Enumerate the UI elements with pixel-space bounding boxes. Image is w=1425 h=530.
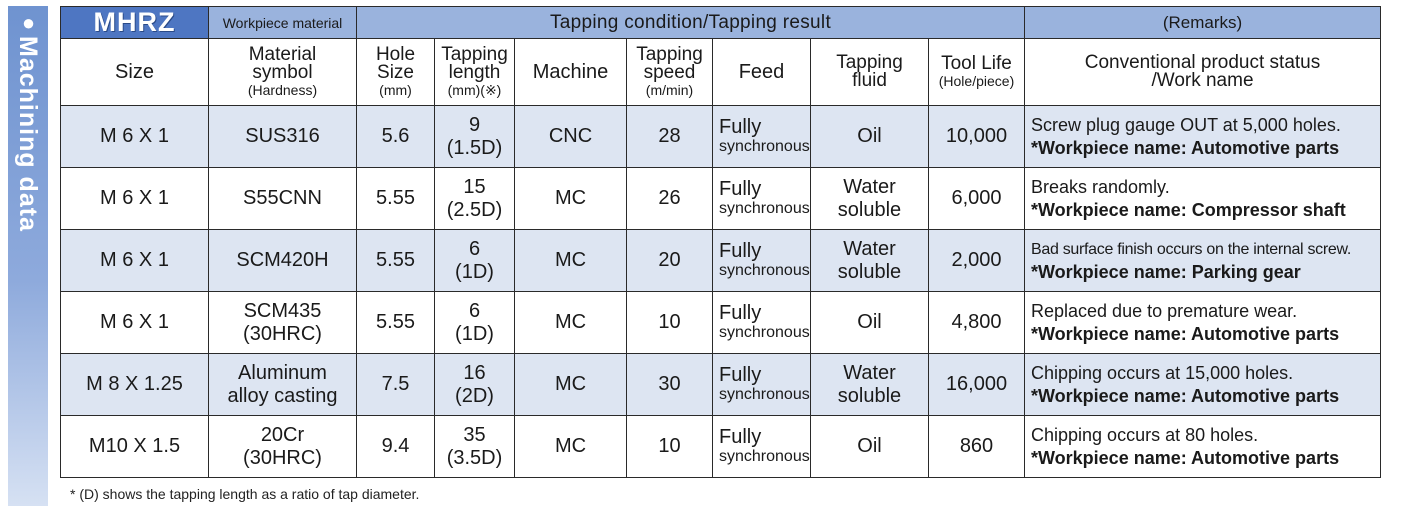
col-tapping-fluid: Tapping fluid bbox=[810, 38, 929, 106]
cell-life: 6,000 bbox=[928, 167, 1025, 230]
col-hole-size: Hole Size (mm) bbox=[356, 38, 435, 106]
cell-speed: 26 bbox=[626, 167, 713, 230]
cell-speed: 28 bbox=[626, 105, 713, 168]
cell-machine: MC bbox=[514, 353, 627, 416]
col-tapping-length: Tapping length (mm)(※) bbox=[434, 38, 515, 106]
cell-material: 20Cr (30HRC) bbox=[208, 415, 357, 478]
cell-size: M 6 X 1 bbox=[60, 291, 209, 354]
brand-title: MHRZ bbox=[60, 6, 209, 39]
table-row: M 6 X 1 S55CNN 5.55 15 (2.5D) MC 26 Fully… bbox=[60, 167, 1381, 230]
cell-length: 6 (1D) bbox=[434, 291, 515, 354]
header-band: MHRZ Workpiece material Tapping conditio… bbox=[60, 6, 1381, 39]
cell-feed: Fully synchronous bbox=[712, 291, 811, 354]
cell-fluid: Oil bbox=[810, 105, 929, 168]
col-machine: Machine bbox=[514, 38, 627, 106]
cell-speed: 20 bbox=[626, 229, 713, 292]
cell-remarks: Replaced due to premature wear. *Workpiec… bbox=[1024, 291, 1381, 354]
cell-fluid: Oil bbox=[810, 415, 929, 478]
table-row: M 6 X 1 SCM435 (30HRC) 5.55 6 (1D) MC 10 F… bbox=[60, 291, 1381, 354]
cell-material: SCM420H bbox=[208, 229, 357, 292]
col-size: Size bbox=[60, 38, 209, 106]
cell-machine: MC bbox=[514, 291, 627, 354]
cell-speed: 10 bbox=[626, 291, 713, 354]
cell-feed: Fully synchronous bbox=[712, 353, 811, 416]
cell-machine: MC bbox=[514, 167, 627, 230]
cell-feed: Fully synchronous bbox=[712, 105, 811, 168]
cell-length: 6 (1D) bbox=[434, 229, 515, 292]
cell-feed: Fully synchronous bbox=[712, 415, 811, 478]
cell-length: 15 (2.5D) bbox=[434, 167, 515, 230]
table-row: M10 X 1.5 20Cr (30HRC) 9.4 35 (3.5D) MC 10… bbox=[60, 415, 1381, 478]
cell-remarks: Screw plug gauge OUT at 5,000 holes. *Wor… bbox=[1024, 105, 1381, 168]
cell-speed: 30 bbox=[626, 353, 713, 416]
cell-feed: Fully synchronous bbox=[712, 167, 811, 230]
cell-hole: 5.55 bbox=[356, 229, 435, 292]
remarks-header: (Remarks) bbox=[1024, 6, 1381, 39]
cell-material: S55CNN bbox=[208, 167, 357, 230]
column-headers: Size Material symbol (Hardness) Hole Size … bbox=[60, 38, 1381, 106]
cell-size: M 8 X 1.25 bbox=[60, 353, 209, 416]
col-material-symbol: Material symbol (Hardness) bbox=[208, 38, 357, 106]
bullet-dot-icon: ● bbox=[16, 10, 41, 36]
cell-hole: 7.5 bbox=[356, 353, 435, 416]
cell-remarks: Bad surface finish occurs on the interna… bbox=[1024, 229, 1381, 292]
workpiece-material-header: Workpiece material bbox=[208, 6, 357, 39]
cell-life: 16,000 bbox=[928, 353, 1025, 416]
cell-material: SCM435 (30HRC) bbox=[208, 291, 357, 354]
cell-machine: MC bbox=[514, 229, 627, 292]
cell-life: 4,800 bbox=[928, 291, 1025, 354]
table-row: M 6 X 1 SCM420H 5.55 6 (1D) MC 20 Fully sy… bbox=[60, 229, 1381, 292]
cell-life: 10,000 bbox=[928, 105, 1025, 168]
cell-life: 2,000 bbox=[928, 229, 1025, 292]
cell-hole: 9.4 bbox=[356, 415, 435, 478]
footnote: * (D) shows the tapping length as a rati… bbox=[70, 486, 420, 502]
cell-fluid: Water soluble bbox=[810, 229, 929, 292]
cell-machine: CNC bbox=[514, 105, 627, 168]
machining-data-table: MHRZ Workpiece material Tapping conditio… bbox=[60, 6, 1381, 478]
col-tool-life: Tool Life (Hole/piece) bbox=[928, 38, 1025, 106]
cell-life: 860 bbox=[928, 415, 1025, 478]
cell-hole: 5.55 bbox=[356, 291, 435, 354]
table-row: M 6 X 1 SUS316 5.6 9 (1.5D) CNC 28 Fully s… bbox=[60, 105, 1381, 168]
cell-remarks: Breaks randomly. *Workpiece name: Compres… bbox=[1024, 167, 1381, 230]
cell-material: SUS316 bbox=[208, 105, 357, 168]
cell-length: 9 (1.5D) bbox=[434, 105, 515, 168]
cell-hole: 5.55 bbox=[356, 167, 435, 230]
cell-size: M 6 X 1 bbox=[60, 229, 209, 292]
cell-machine: MC bbox=[514, 415, 627, 478]
cell-material: Aluminum alloy casting bbox=[208, 353, 357, 416]
col-tapping-speed: Tapping speed (m/min) bbox=[626, 38, 713, 106]
side-tab bbox=[8, 6, 48, 506]
cell-speed: 10 bbox=[626, 415, 713, 478]
side-tab-text: Machining data bbox=[14, 36, 42, 232]
cell-size: M10 X 1.5 bbox=[60, 415, 209, 478]
cell-fluid: Water soluble bbox=[810, 167, 929, 230]
cell-length: 35 (3.5D) bbox=[434, 415, 515, 478]
cell-remarks: Chipping occurs at 80 holes. *Workpiece n… bbox=[1024, 415, 1381, 478]
cell-fluid: Oil bbox=[810, 291, 929, 354]
tapping-condition-header: Tapping condition/Tapping result bbox=[356, 6, 1025, 39]
cell-size: M 6 X 1 bbox=[60, 167, 209, 230]
table-row: M 8 X 1.25 Aluminum alloy casting 7.5 16(… bbox=[60, 353, 1381, 416]
cell-length: 16 (2D) bbox=[434, 353, 515, 416]
col-feed: Feed bbox=[712, 38, 811, 106]
side-tab-label: ●Machining data bbox=[8, 10, 48, 290]
cell-remarks: Chipping occurs at 15,000 holes. *Workpie… bbox=[1024, 353, 1381, 416]
cell-fluid: Water soluble bbox=[810, 353, 929, 416]
col-remarks: Conventional product status/Work name bbox=[1024, 38, 1381, 106]
cell-hole: 5.6 bbox=[356, 105, 435, 168]
cell-size: M 6 X 1 bbox=[60, 105, 209, 168]
cell-feed: Fully synchronous bbox=[712, 229, 811, 292]
